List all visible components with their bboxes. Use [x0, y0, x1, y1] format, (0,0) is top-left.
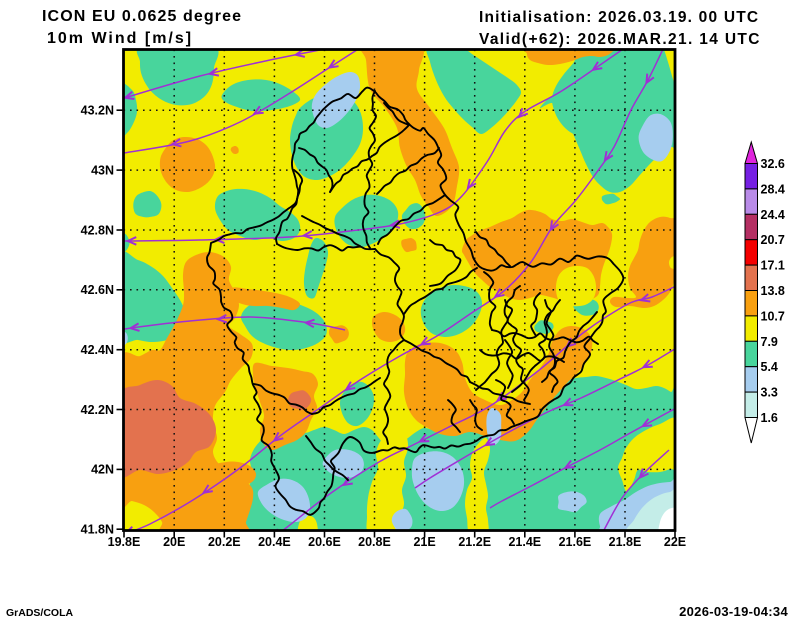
svg-text:Valid(+62): 2026.MAR.21. 14 UT: Valid(+62): 2026.MAR.21. 14 UTC: [479, 31, 761, 48]
svg-text:42.2N: 42.2N: [81, 403, 114, 417]
svg-text:20.4E: 20.4E: [258, 535, 291, 549]
svg-text:42.6N: 42.6N: [81, 283, 114, 297]
svg-text:17.1: 17.1: [761, 259, 785, 273]
svg-text:13.8: 13.8: [761, 284, 785, 298]
svg-text:22E: 22E: [664, 535, 686, 549]
svg-text:43.2N: 43.2N: [81, 104, 114, 118]
svg-text:1.6: 1.6: [761, 411, 778, 425]
svg-text:20.2E: 20.2E: [208, 535, 241, 549]
svg-text:ICON EU 0.0625 degree: ICON EU 0.0625 degree: [42, 8, 242, 25]
svg-text:7.9: 7.9: [761, 335, 778, 349]
svg-text:42N: 42N: [91, 463, 114, 477]
svg-text:5.4: 5.4: [761, 360, 778, 374]
svg-text:21.2E: 21.2E: [458, 535, 491, 549]
svg-text:43N: 43N: [91, 163, 114, 177]
svg-text:19.8E: 19.8E: [108, 535, 141, 549]
svg-text:28.4: 28.4: [761, 182, 785, 196]
svg-text:20.7: 20.7: [761, 233, 785, 247]
svg-text:42.8N: 42.8N: [81, 223, 114, 237]
svg-text:2026-03-19-04:34: 2026-03-19-04:34: [679, 604, 788, 618]
svg-text:3.3: 3.3: [761, 386, 778, 400]
svg-text:Initialisation: 2026.03.19. 00: Initialisation: 2026.03.19. 00 UTC: [479, 9, 759, 26]
svg-text:GrADS/COLA: GrADS/COLA: [6, 607, 74, 618]
svg-text:32.6: 32.6: [761, 157, 785, 171]
svg-text:21.4E: 21.4E: [508, 535, 541, 549]
svg-text:24.4: 24.4: [761, 208, 785, 222]
svg-text:10m Wind [m/s]: 10m Wind [m/s]: [47, 30, 193, 47]
svg-text:21.6E: 21.6E: [559, 535, 592, 549]
svg-text:20.6E: 20.6E: [308, 535, 341, 549]
svg-text:21E: 21E: [413, 535, 435, 549]
svg-text:10.7: 10.7: [761, 309, 785, 323]
svg-text:20.8E: 20.8E: [358, 535, 391, 549]
svg-text:21.8E: 21.8E: [609, 535, 642, 549]
svg-text:42.4N: 42.4N: [81, 343, 114, 357]
svg-text:41.8N: 41.8N: [81, 523, 114, 537]
svg-text:20E: 20E: [163, 535, 185, 549]
